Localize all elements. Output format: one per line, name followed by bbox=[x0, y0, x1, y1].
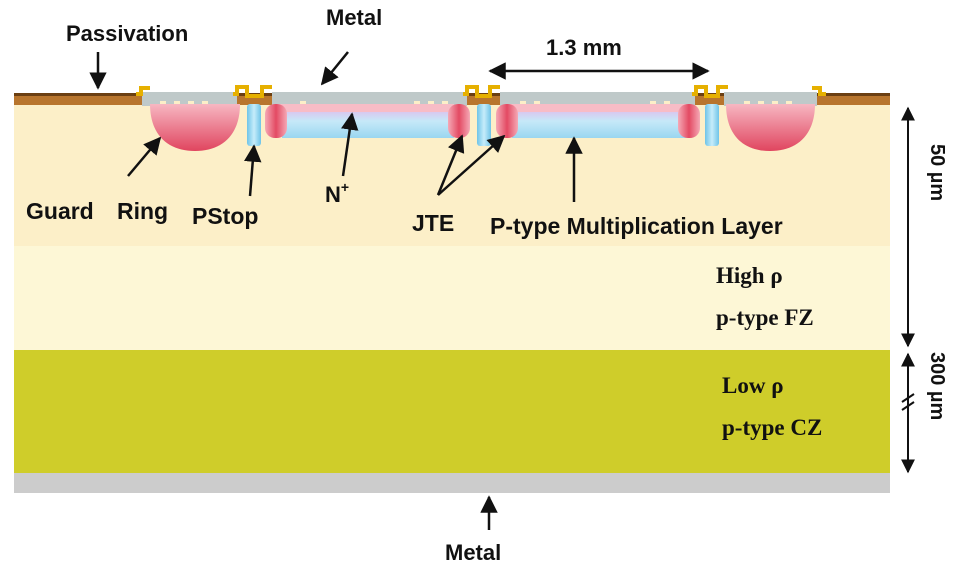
bottom-metal-layer bbox=[14, 473, 890, 493]
jte-1 bbox=[265, 104, 287, 138]
p-multiplication-layer-label: P-type Multiplication Layer bbox=[490, 213, 783, 239]
metal-layer-right bbox=[724, 92, 817, 106]
pstop-arrow bbox=[244, 144, 262, 197]
metal-bottom-label: Metal bbox=[445, 540, 501, 564]
jte-arrow-right bbox=[437, 134, 506, 196]
cz-label-line1: Low ρ bbox=[722, 373, 784, 398]
p-multiplication-layer-right bbox=[512, 112, 686, 138]
axis-break-mark-1 bbox=[901, 393, 915, 403]
guard-ring-right bbox=[726, 104, 815, 151]
pstop-2 bbox=[477, 104, 491, 146]
metal-openings bbox=[160, 101, 792, 105]
metal-top-label: Metal bbox=[326, 5, 382, 30]
jte-4 bbox=[678, 104, 700, 138]
passivation-label: Passivation bbox=[66, 21, 188, 46]
cz-label-line2: p-type CZ bbox=[722, 415, 822, 440]
annotation-arrows bbox=[89, 51, 710, 530]
pstop-label: PStop bbox=[192, 203, 258, 229]
jte-3 bbox=[496, 104, 518, 138]
gold-contacts bbox=[136, 85, 826, 98]
jte-2 bbox=[448, 104, 470, 138]
thickness-indicators bbox=[901, 106, 915, 474]
guard-ring-arrow bbox=[127, 136, 162, 177]
n-plus-label: N+ bbox=[325, 179, 349, 207]
metal-top-arrow bbox=[320, 51, 349, 86]
pstop-1 bbox=[247, 104, 261, 146]
thickness-300um-label: 300 µm bbox=[926, 352, 948, 420]
p-multiplication-layer-left bbox=[282, 112, 454, 138]
fz-label-line2: p-type FZ bbox=[716, 305, 814, 330]
thickness-50um-label: 50 µm bbox=[926, 144, 948, 201]
cz-substrate-layer bbox=[14, 350, 890, 473]
dimension-label: 1.3 mm bbox=[546, 35, 622, 60]
metal-layer-center-right bbox=[500, 92, 695, 106]
axis-break-mark-2 bbox=[901, 401, 915, 411]
jte-label: JTE bbox=[412, 210, 454, 236]
guard-ring-label-guard: Guard bbox=[26, 198, 94, 224]
n-plus-layer-left bbox=[278, 104, 454, 112]
jte-arrow-left bbox=[436, 134, 465, 196]
fz-label-line1: High ρ bbox=[716, 263, 783, 288]
guard-ring-label-ring: Ring bbox=[117, 198, 168, 224]
guard-ring-left bbox=[150, 104, 240, 151]
n-plus-arrow bbox=[341, 112, 359, 177]
n-plus-layer-right bbox=[510, 104, 686, 112]
pstop-3 bbox=[705, 104, 719, 146]
fz-bulk-layer bbox=[14, 246, 890, 350]
